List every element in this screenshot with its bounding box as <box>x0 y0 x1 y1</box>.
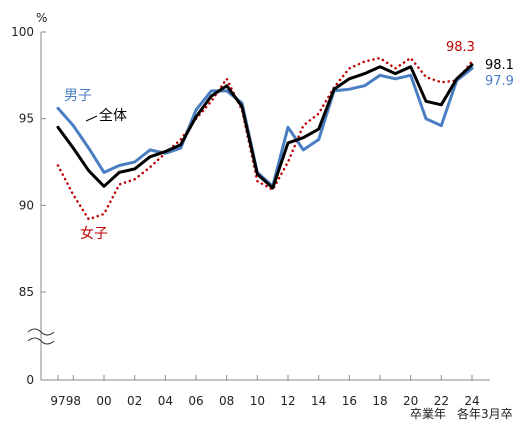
x-tick-label: 00 <box>96 394 111 408</box>
xlabel-left: 卒業年 <box>410 407 446 421</box>
end-label-male: 97.9 <box>485 74 514 89</box>
y-unit-label: % <box>36 11 47 25</box>
y-tick-label: 100 <box>11 25 34 39</box>
y-tick-label: 95 <box>19 112 34 126</box>
series-line-male <box>56 66 474 188</box>
end-labels: 98.3 98.1 97.9 <box>446 40 514 89</box>
series-label-male: 男子 <box>64 88 92 104</box>
x-tick-label: 97 <box>50 394 65 408</box>
x-tick-label: 20 <box>403 394 418 408</box>
x-tick-label: 02 <box>127 394 142 408</box>
y-tick-label: 85 <box>19 285 34 299</box>
x-tick-label: 22 <box>434 394 449 408</box>
x-tick-label: 18 <box>372 394 387 408</box>
series-label-total-leader <box>85 115 98 122</box>
series-labels: 男子 全体 女子 <box>64 88 127 242</box>
x-tick-label: 04 <box>158 394 173 408</box>
x-tick-label: 16 <box>342 394 357 408</box>
xlabel-right: 各年3月卒 <box>457 406 513 421</box>
axes <box>27 32 490 381</box>
x-tick-label: 24 <box>464 394 479 408</box>
y-axis-break-icon <box>27 328 55 345</box>
series-lines <box>56 56 474 221</box>
x-tick-label: 10 <box>250 394 265 408</box>
end-label-total: 98.1 <box>485 58 514 73</box>
end-label-female: 98.3 <box>446 40 475 55</box>
y-tick-label: 90 <box>19 198 34 212</box>
x-tick-label: 12 <box>280 394 295 408</box>
series-label-total: 全体 <box>99 107 127 124</box>
x-ticks: 97 98 00 02 04 06 08 10 12 14 16 18 20 22 24 <box>50 375 480 408</box>
y-ticks: 100 95 90 85 0 <box>11 25 46 387</box>
series-line-female <box>56 56 474 221</box>
series-line-total <box>56 63 474 190</box>
x-axis-titles: 卒業年 各年3月卒 <box>410 406 513 421</box>
x-tick-label: 14 <box>311 394 326 408</box>
y-tick-label: 0 <box>26 373 34 387</box>
series-label-female: 女子 <box>80 225 108 242</box>
x-tick-label: 98 <box>66 394 81 408</box>
x-tick-label: 06 <box>188 394 203 408</box>
x-tick-label: 08 <box>219 394 234 408</box>
